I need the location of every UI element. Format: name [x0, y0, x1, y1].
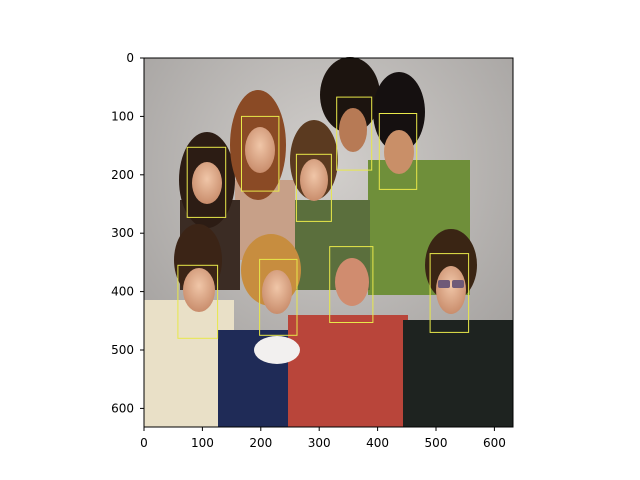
face-box-2: [241, 115, 280, 192]
face-box-1: [186, 146, 227, 218]
face-box-7: [259, 258, 298, 336]
x-tick-200: 200: [249, 436, 272, 450]
y-tick-0: 0: [126, 51, 134, 65]
x-tick-400: 400: [366, 436, 389, 450]
x-tick-500: 500: [425, 436, 448, 450]
face-box-8: [329, 246, 374, 324]
photo: [144, 57, 513, 427]
y-tick-100: 100: [111, 109, 134, 123]
face-box-5: [378, 113, 418, 190]
y-tick-500: 500: [111, 343, 134, 357]
x-tick-300: 300: [308, 436, 331, 450]
x-tick-0: 0: [140, 436, 148, 450]
face-box-9: [429, 253, 470, 333]
face-box-6: [177, 264, 219, 339]
y-tick-600: 600: [111, 401, 134, 415]
face-boxes: [177, 96, 470, 339]
x-axis: 0 100 200 300 400 500 600: [140, 427, 506, 450]
face-box-3: [295, 153, 332, 222]
y-tick-300: 300: [111, 226, 134, 240]
axes-frame: [143, 57, 514, 428]
face-box-4: [336, 96, 373, 171]
x-tick-600: 600: [483, 436, 506, 450]
y-tick-400: 400: [111, 285, 134, 299]
y-axis: 0 100 200 300 400 500 600: [111, 51, 144, 415]
y-tick-200: 200: [111, 168, 134, 182]
x-tick-100: 100: [191, 436, 214, 450]
